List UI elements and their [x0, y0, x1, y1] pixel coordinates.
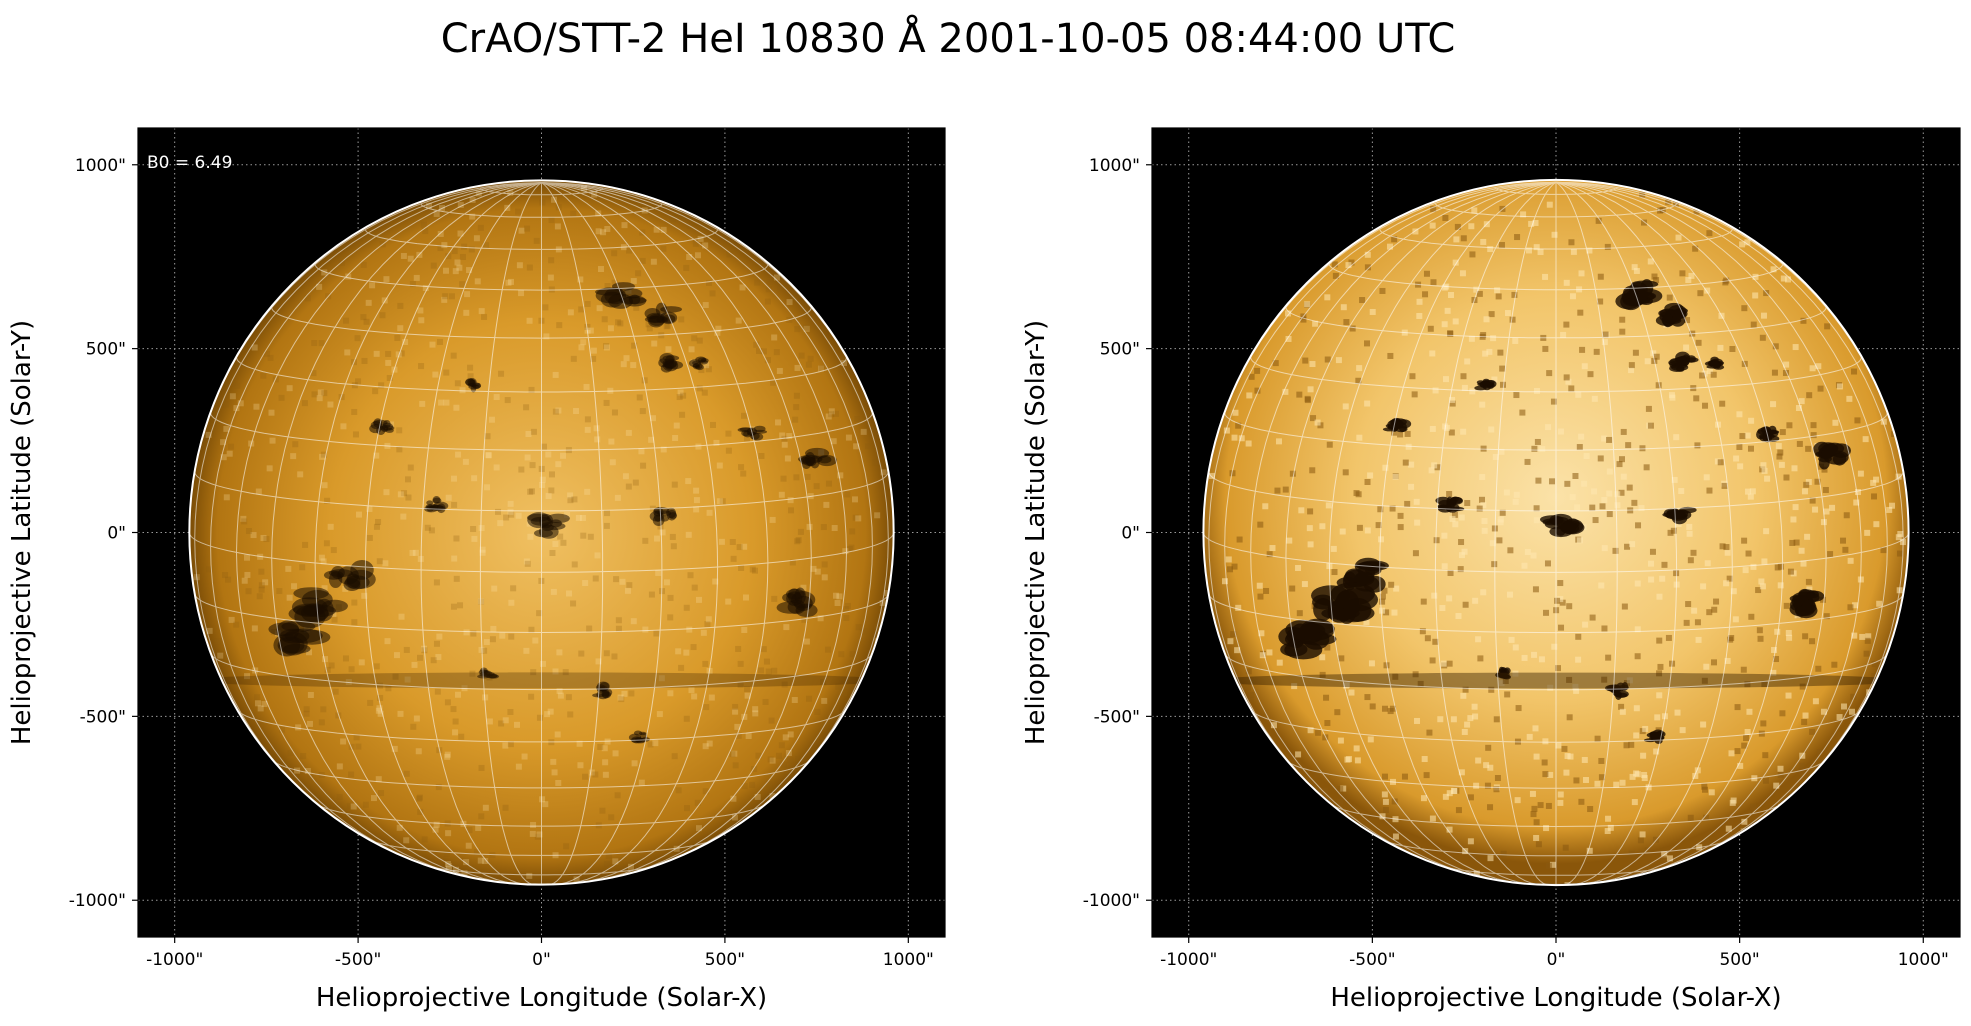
- y-tick-label: 500": [1100, 340, 1140, 360]
- x-tick-label: -1000": [1160, 950, 1217, 970]
- panel-right: -1000" -500" 0" 500" 1000" 1000" 500" 0" -500" -1…: [1021, 127, 1961, 1013]
- x-axis-label: Helioprojective Longitude (Solar-X): [316, 983, 767, 1013]
- solar-limb: [1202, 178, 1910, 887]
- y-tick-label: 0": [1121, 524, 1140, 544]
- x-tick-label: 0": [532, 950, 551, 970]
- figure-title: CrAO/STT-2 HeI 10830 Å 2001-10-05 08:44:…: [441, 14, 1456, 62]
- y-tick-label: -1000": [69, 891, 126, 911]
- y-tick-label: -500": [1094, 707, 1140, 727]
- y-axis-label: Helioprojective Latitude (Solar-Y): [1021, 320, 1051, 745]
- y-tick-label: 1000": [75, 156, 126, 176]
- x-tick-label: 500": [705, 950, 745, 970]
- heliographic-grid: [1202, 181, 1910, 886]
- y-tick-label: 500": [86, 340, 126, 360]
- solar-limb: [188, 179, 895, 886]
- heliographic-grid: [188, 182, 895, 885]
- x-tick-label: -500": [1349, 950, 1395, 970]
- x-tick-label: 500": [1719, 950, 1759, 970]
- x-tick-label: -500": [335, 950, 381, 970]
- x-tick-label: 1000": [1898, 950, 1949, 970]
- y-tick-label: -1000": [1083, 891, 1140, 911]
- x-axis-label: Helioprojective Longitude (Solar-X): [1330, 983, 1781, 1013]
- x-tick-label: 0": [1547, 950, 1566, 970]
- y-axis-label: Helioprojective Latitude (Solar-Y): [7, 320, 37, 745]
- panel-left: -1000" -500" 0" 500" 1000" 1000" 500" 0" -500" -1…: [7, 127, 946, 1013]
- y-tick-label: 1000": [1089, 156, 1140, 176]
- y-tick-label: 0": [107, 524, 126, 544]
- b0-annotation: B0 = 6.49: [147, 153, 232, 173]
- y-tick-label: -500": [80, 707, 126, 727]
- x-tick-label: -1000": [146, 950, 203, 970]
- x-tick-label: 1000": [883, 950, 934, 970]
